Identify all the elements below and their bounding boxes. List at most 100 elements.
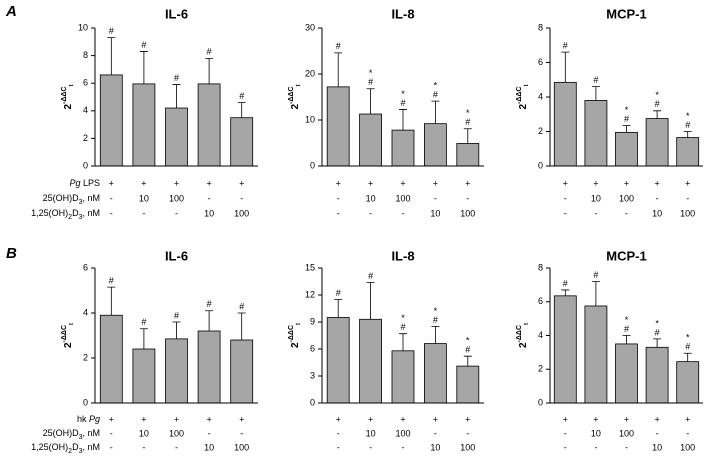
condition-value: + bbox=[336, 414, 341, 424]
y-tick-label: 2 bbox=[83, 352, 88, 362]
annotation: * bbox=[401, 313, 405, 323]
y-tick-label: 4 bbox=[538, 91, 543, 101]
condition-value: - bbox=[625, 442, 628, 452]
condition-value: - bbox=[564, 428, 567, 438]
condition-value: 100 bbox=[395, 428, 410, 438]
condition-value: + bbox=[174, 414, 179, 424]
condition-value: - bbox=[369, 442, 372, 452]
annotation: # bbox=[368, 77, 373, 87]
bar bbox=[456, 365, 480, 404]
error-bar bbox=[399, 109, 407, 131]
bar bbox=[423, 343, 447, 404]
bar bbox=[423, 123, 447, 167]
error-bar bbox=[622, 125, 631, 133]
condition-label-part: , nM bbox=[82, 428, 100, 438]
condition-value: - bbox=[594, 208, 597, 218]
annotation: * bbox=[655, 90, 659, 100]
y-axis-label-sub: t bbox=[296, 323, 302, 325]
y-tick-label: 2 bbox=[83, 133, 88, 143]
y-tick-label: 4 bbox=[538, 330, 543, 340]
condition-value: - bbox=[142, 442, 145, 452]
error-bar bbox=[172, 321, 181, 339]
bar bbox=[584, 100, 608, 167]
error-bar bbox=[107, 286, 116, 316]
annotation: * bbox=[686, 111, 690, 121]
panel-label: B bbox=[6, 245, 17, 262]
annotation: # bbox=[141, 317, 146, 327]
bar bbox=[584, 305, 608, 404]
annotation: # bbox=[655, 327, 660, 337]
condition-value: - bbox=[240, 428, 243, 438]
annotation: # bbox=[465, 345, 470, 355]
condition-value: + bbox=[624, 414, 629, 424]
condition-value: 100 bbox=[169, 193, 184, 203]
error-bar bbox=[334, 299, 343, 318]
condition-value: - bbox=[337, 208, 340, 218]
condition-label-part: 1,25(OH) bbox=[31, 442, 68, 452]
y-axis-label-exp: -ΔΔC bbox=[288, 325, 295, 342]
condition-value: 100 bbox=[234, 208, 249, 218]
condition-value: + bbox=[206, 178, 211, 188]
condition-value: 10 bbox=[204, 442, 214, 452]
condition-label-part: D bbox=[72, 442, 79, 452]
condition-value: + bbox=[465, 414, 470, 424]
bar bbox=[456, 143, 480, 167]
condition-value: 10 bbox=[204, 208, 214, 218]
y-axis-label-exp: -ΔΔC bbox=[61, 86, 68, 103]
y-axis-label-base: 2 bbox=[518, 104, 529, 110]
annotation: * bbox=[625, 315, 629, 325]
annotation: # bbox=[239, 301, 244, 311]
condition-value: 100 bbox=[460, 442, 475, 452]
condition-value: - bbox=[656, 428, 659, 438]
condition-value: - bbox=[434, 193, 437, 203]
annotation: # bbox=[141, 40, 146, 50]
annotation: # bbox=[655, 99, 660, 109]
condition-value: + bbox=[593, 414, 598, 424]
y-axis-label-base: 2 bbox=[63, 104, 74, 110]
condition-label-part: 3 bbox=[79, 214, 83, 221]
bar bbox=[391, 350, 415, 404]
condition-value: 10 bbox=[366, 193, 376, 203]
condition-value: 10 bbox=[591, 428, 601, 438]
condition-value: - bbox=[110, 442, 113, 452]
condition-label: Pg LPS bbox=[69, 178, 100, 188]
error-bar bbox=[431, 326, 440, 344]
y-axis-label-exp: -ΔΔC bbox=[516, 325, 523, 342]
y-axis-label-sub: t bbox=[69, 84, 75, 86]
condition-label-part: 3 bbox=[79, 434, 83, 441]
y-tick-label: 4 bbox=[83, 307, 88, 317]
condition-label-part: 3 bbox=[79, 199, 83, 206]
condition-value: + bbox=[368, 414, 373, 424]
condition-value: + bbox=[654, 414, 659, 424]
bar bbox=[553, 81, 577, 167]
condition-label-part: 2 bbox=[68, 214, 72, 221]
condition-value: - bbox=[208, 193, 211, 203]
y-tick-label: 9 bbox=[310, 316, 315, 326]
chart-title: MCP-1 bbox=[606, 6, 646, 21]
condition-value: + bbox=[368, 178, 373, 188]
condition-value: 100 bbox=[680, 442, 695, 452]
y-axis-label-sub: t bbox=[524, 84, 530, 86]
condition-value: - bbox=[337, 428, 340, 438]
annotation: # bbox=[563, 278, 568, 288]
condition-label-part: 1,25(OH) bbox=[31, 208, 68, 218]
bar bbox=[615, 131, 638, 167]
condition-value: 100 bbox=[619, 193, 634, 203]
chart-title: MCP-1 bbox=[606, 248, 646, 263]
y-tick-label: 6 bbox=[83, 78, 88, 88]
chart-title: IL-8 bbox=[391, 248, 414, 263]
y-tick-label: 0 bbox=[538, 160, 543, 170]
annotation: * bbox=[466, 336, 470, 346]
condition-value: + bbox=[109, 178, 114, 188]
annotation: # bbox=[433, 315, 438, 325]
condition-value: - bbox=[594, 442, 597, 452]
y-tick-label: 8 bbox=[538, 262, 543, 272]
y-tick-label: 3 bbox=[310, 370, 315, 380]
y-axis-label-sub: t bbox=[524, 323, 530, 325]
bar bbox=[553, 295, 577, 404]
y-tick-label: 8 bbox=[83, 50, 88, 60]
bar bbox=[645, 118, 669, 167]
condition-value: 100 bbox=[680, 208, 695, 218]
annotation: # bbox=[465, 117, 470, 127]
chart-title: IL-8 bbox=[391, 6, 414, 21]
